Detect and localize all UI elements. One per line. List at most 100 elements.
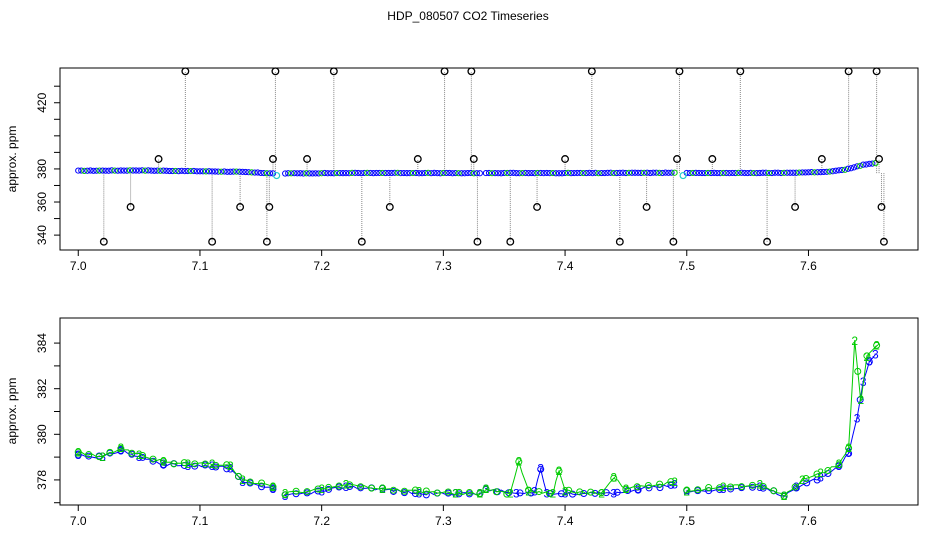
top-panel-data-point — [838, 166, 846, 174]
bottom-panel-x-tick-label: 7.3 — [435, 514, 452, 528]
top-panel-data-point — [802, 169, 809, 176]
bottom-panel-data-point — [727, 483, 735, 491]
top-panel-data-point — [409, 169, 417, 177]
top-panel-data-point — [382, 169, 389, 177]
top-panel-outlier-point — [673, 155, 681, 163]
top-panel-data-point — [847, 165, 855, 172]
bottom-panel-series-marker-label: 2 — [136, 448, 143, 462]
top-panel-data-point — [738, 169, 745, 176]
top-panel-data-point — [583, 169, 590, 177]
bottom-panel-series-marker-label: 2 — [864, 350, 871, 364]
bottom-panel-data-point — [258, 483, 266, 491]
top-panel-data-point — [248, 169, 255, 176]
bottom-panel-series-marker-label: 2 — [857, 393, 864, 407]
top-panel-outlier-point — [181, 67, 190, 76]
top-panel-data-point — [540, 169, 547, 177]
top-panel-data-point — [303, 170, 310, 177]
top-panel-data-point — [117, 167, 124, 174]
top-panel-data-point — [787, 169, 794, 176]
bottom-panel-series-marker-label: 2 — [598, 487, 605, 501]
top-panel-data-point — [841, 166, 849, 173]
top-panel-data-point — [205, 168, 213, 175]
top-panel-data-point — [81, 167, 88, 174]
top-panel-data-point — [105, 167, 112, 174]
top-panel-data-point — [239, 168, 246, 175]
top-panel-data-point — [309, 170, 316, 177]
top-panel-data-point — [625, 169, 633, 176]
top-panel-data-point — [90, 167, 97, 174]
top-panel-ticks: 7.0 7.1 7.2 7.3 7.4 7.5 7.6 340 360 380 420 — [35, 85, 817, 273]
bottom-panel-series-marker-label: 2 — [379, 482, 386, 496]
top-panel-data-point — [391, 169, 398, 176]
top-panel-data-point — [148, 167, 155, 174]
top-panel-data-point — [154, 167, 161, 174]
bottom-panel-data-point — [223, 461, 231, 469]
top-panel-data-point — [708, 169, 715, 177]
top-panel-data-point — [434, 170, 441, 177]
top-panel-data-point — [543, 169, 550, 177]
bottom-panel-data-point — [535, 488, 543, 496]
bottom-panel-data-point — [525, 486, 533, 494]
top-panel-data-point — [498, 170, 505, 177]
top-panel-data-point — [215, 168, 222, 175]
top-panel-data-point — [771, 169, 779, 176]
top-panel-outlier-point — [875, 155, 884, 163]
top-panel-data-point — [376, 169, 383, 177]
top-panel-data-point — [519, 169, 526, 177]
top-panel-data-point — [254, 169, 261, 176]
bottom-panel-series-marker-label: 3 — [537, 462, 544, 476]
bottom-panel-data-point — [622, 485, 630, 493]
bottom-panel-data-point — [346, 481, 354, 489]
bottom-panel-data-point — [492, 488, 500, 496]
top-panel-data-point — [306, 170, 313, 177]
top-panel-data-point — [345, 170, 353, 177]
top-panel-data-point — [367, 169, 374, 177]
bottom-panel-data-point — [234, 472, 242, 480]
bottom-panel-data-point — [555, 467, 563, 475]
top-panel-data-point — [659, 169, 666, 177]
bottom-panel-data-point — [95, 453, 103, 461]
top-panel-y-tick-label: 420 — [35, 92, 49, 112]
bottom-panel-data-point — [149, 455, 157, 463]
top-panel-data-point — [631, 169, 639, 176]
top-panel-data-point — [403, 170, 410, 177]
top-panel-data-point — [638, 169, 645, 177]
top-panel-data-point — [136, 167, 143, 174]
bottom-panel-data-point — [624, 486, 632, 494]
top-panel-outlier-point — [642, 203, 651, 211]
top-panel-outlier-point — [126, 203, 135, 211]
top-panel-data-point — [534, 169, 541, 177]
top-panel-data-point — [777, 169, 785, 177]
bottom-panel-data-point — [845, 444, 853, 452]
bottom-panel-data-point — [85, 451, 93, 459]
top-panel-data-point — [781, 169, 788, 176]
bottom-panel-data-point — [223, 465, 231, 473]
bottom-panel-series-marker-label: 2 — [683, 484, 690, 498]
top-panel-x-tick-label: 7.0 — [70, 259, 87, 273]
top-panel-y-tick-label: 340 — [35, 225, 49, 245]
bottom-panel-series-marker-label: 3 — [562, 487, 569, 501]
bottom-panel-y-tick-label: 380 — [35, 424, 49, 444]
top-panel-data-point — [129, 167, 137, 174]
top-panel-data-point — [528, 169, 535, 177]
top-panel-data-point — [507, 169, 514, 177]
bottom-panel-data-point — [465, 488, 473, 496]
top-panel-data-point — [120, 167, 127, 174]
top-panel-x-tick-label: 7.3 — [435, 259, 452, 273]
bottom-panel-series-marker-label: 3 — [845, 446, 852, 460]
top-panel-outlier-point — [357, 237, 366, 246]
bottom-panel-series-marker-label: 3 — [531, 484, 538, 498]
top-panel: 7.0 7.1 7.2 7.3 7.4 7.5 7.6 340 360 380 420 approx… — [5, 67, 919, 273]
bottom-panel-series-marker-label: 2 — [671, 475, 678, 489]
top-panel-data-point — [291, 170, 298, 177]
top-panel-data-point — [428, 170, 435, 177]
bottom-panel-data-point — [824, 467, 832, 475]
top-panel-data-point — [227, 168, 234, 175]
bottom-panel-series-marker-label: 2 — [623, 482, 630, 496]
top-panel-outlier-point — [879, 237, 888, 246]
bottom-panel-data-point — [770, 487, 778, 495]
bottom-panel-series-marker-label: 2 — [282, 487, 289, 501]
top-panel-data-point — [93, 167, 100, 174]
bottom-panel-data-point — [515, 458, 523, 466]
top-panel-data-point — [872, 160, 879, 167]
